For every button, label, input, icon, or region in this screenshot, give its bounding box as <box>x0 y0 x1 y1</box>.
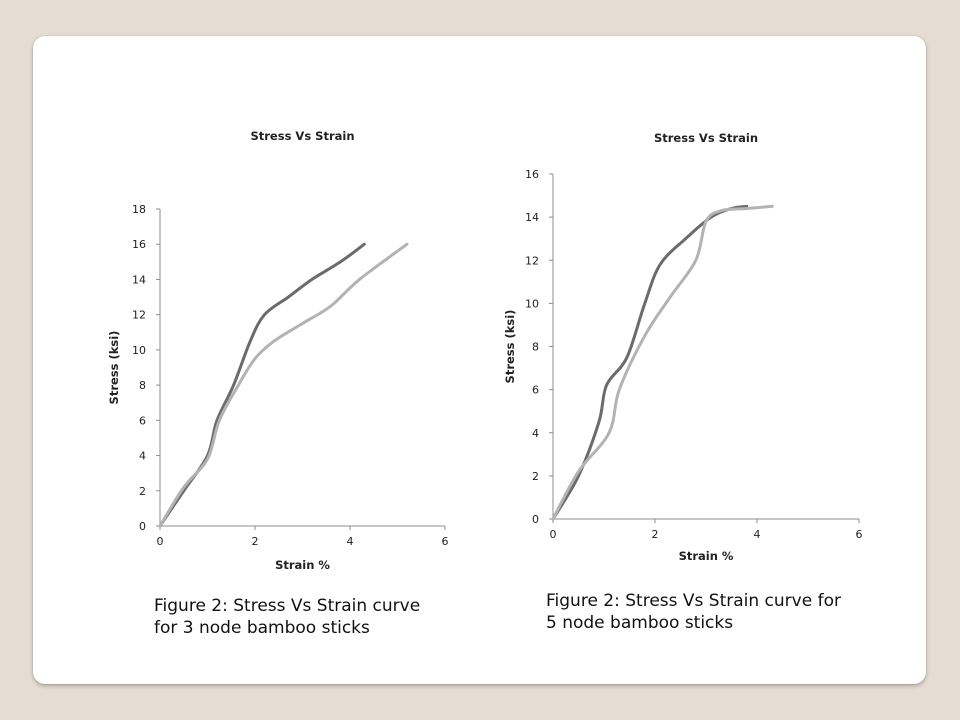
y-tick-label: 6 <box>532 384 539 397</box>
chart-title: Stress Vs Strain <box>654 131 758 145</box>
y-tick-label: 18 <box>132 203 146 216</box>
y-tick-label: 16 <box>132 238 146 251</box>
x-tick-label: 0 <box>157 535 164 548</box>
x-tick-label: 0 <box>550 528 557 541</box>
series-line-1 <box>551 204 749 521</box>
y-tick-label: 14 <box>132 273 146 286</box>
caption-left: Figure 2: Stress Vs Strain curve for 3 n… <box>154 596 421 638</box>
y-tick-label: 12 <box>525 254 539 267</box>
y-tick-label: 16 <box>525 168 539 181</box>
series-line-2 <box>551 204 774 521</box>
series-line-2 <box>158 242 409 528</box>
x-tick-label: 6 <box>856 528 863 541</box>
x-axis-title: Strain % <box>679 549 734 563</box>
slide: Stress Vs Strain 0 2 4 6 8 10 12 14 16 18 0 2 4 6 Strai… <box>33 36 926 684</box>
y-tick-label: 14 <box>525 211 539 224</box>
y-tick-label: 2 <box>532 470 539 483</box>
x-tick-label: 6 <box>442 535 449 548</box>
y-tick-label: 2 <box>139 485 146 498</box>
x-tick-label: 2 <box>252 535 259 548</box>
x-tick-label: 4 <box>347 535 354 548</box>
y-tick-label: 4 <box>139 450 146 463</box>
y-tick-label: 10 <box>525 297 539 310</box>
y-tick-label: 0 <box>139 520 146 533</box>
x-tick-label: 4 <box>754 528 761 541</box>
x-axis-title: Strain % <box>275 558 330 572</box>
y-tick-label: 10 <box>132 344 146 357</box>
y-tick-label: 6 <box>139 414 146 427</box>
y-tick-label: 0 <box>532 513 539 526</box>
y-tick-label: 8 <box>532 341 539 354</box>
y-tick-label: 12 <box>132 309 146 322</box>
y-axis-title: Stress (ksi) <box>107 331 121 405</box>
x-tick-label: 2 <box>652 528 659 541</box>
chart-right: Stress Vs Strain 0 2 4 6 8 10 12 14 16 0 2 4 6 Strain … <box>503 131 863 563</box>
chart-left: Stress Vs Strain 0 2 4 6 8 10 12 14 16 18 0 2 4 6 Strai… <box>107 129 449 572</box>
caption-right: Figure 2: Stress Vs Strain curve for 5 n… <box>546 591 841 633</box>
y-tick-label: 4 <box>532 427 539 440</box>
y-axis-title: Stress (ksi) <box>503 310 517 384</box>
y-tick-label: 8 <box>139 379 146 392</box>
chart-title: Stress Vs Strain <box>250 129 354 143</box>
